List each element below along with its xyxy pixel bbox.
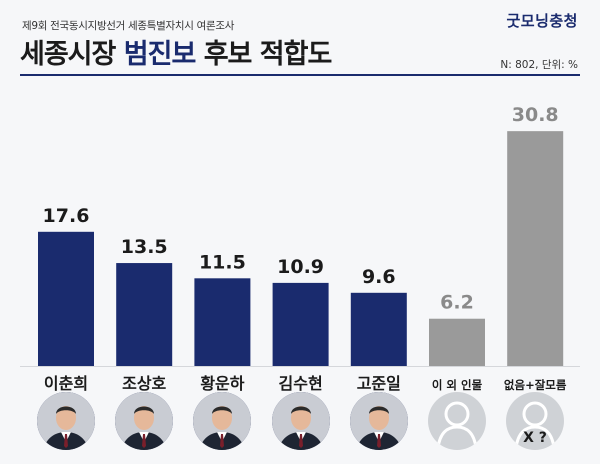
value-label-5: 6.2 xyxy=(440,292,474,314)
value-label-3: 10.9 xyxy=(277,256,324,278)
bar-5 xyxy=(429,318,485,366)
title-tail: 후보 적합도 xyxy=(195,39,333,70)
bar-2 xyxy=(194,278,251,366)
svg-text:X ?: X ? xyxy=(523,430,547,446)
bar-4 xyxy=(350,292,407,366)
category-label-0: 이춘희 xyxy=(44,374,88,393)
person-photo-3 xyxy=(271,392,330,450)
value-label-6: 30.8 xyxy=(512,104,559,126)
value-label-4: 9.6 xyxy=(362,266,396,288)
sample-note: N: 802, 단위: % xyxy=(500,59,578,71)
bar-6 xyxy=(507,131,564,366)
bar-3 xyxy=(272,282,329,366)
survey-subtitle: 제9회 전국동시지방선거 세종특별자치시 여론조사 xyxy=(22,20,235,32)
category-label-4: 고준일 xyxy=(357,374,401,393)
category-label-3: 김수현 xyxy=(279,374,323,393)
category-label-2: 황운하 xyxy=(200,374,244,393)
category-label-1: 조상호 xyxy=(122,374,166,393)
title-main: 세종시장 xyxy=(20,39,124,70)
value-label-0: 17.6 xyxy=(43,205,90,227)
brand-logo: 굿모닝충청 xyxy=(506,12,578,30)
category-label-5: 이 외 인물 xyxy=(432,378,483,392)
title-divider xyxy=(20,74,580,76)
title-highlight: 범진보 xyxy=(123,39,197,70)
user-silhouette-icon-5 xyxy=(428,392,486,450)
person-photo-1 xyxy=(115,392,174,450)
bar-1 xyxy=(116,263,173,366)
value-label-1: 13.5 xyxy=(121,236,168,258)
value-label-2: 11.5 xyxy=(199,251,246,273)
person-photo-4 xyxy=(349,392,408,450)
category-label-6: 없음+잘모름 xyxy=(504,378,567,392)
person-photo-2 xyxy=(193,392,252,450)
chart-title: 세종시장 범진보 후보 적합도 xyxy=(20,32,333,71)
bar-0 xyxy=(38,231,94,366)
unknown-person-icon-6: X ? xyxy=(506,392,565,450)
person-photo-0 xyxy=(37,392,95,450)
